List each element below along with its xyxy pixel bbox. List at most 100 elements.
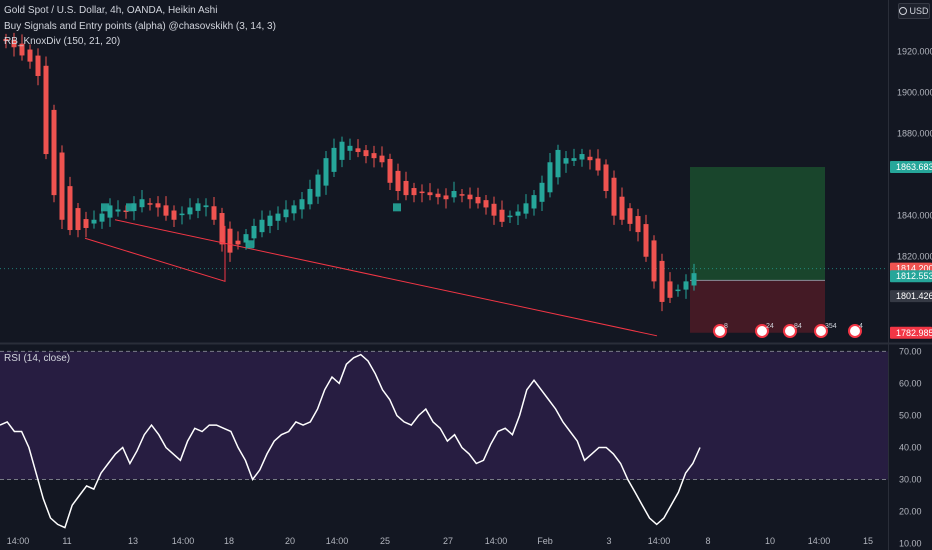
price-label-text: 1814.200 — [896, 264, 932, 274]
candle-body — [155, 203, 161, 208]
time-axis-tick: 11 — [62, 536, 71, 546]
indicator-buy-signals-label[interactable]: Buy Signals and Entry points (alpha) @ch… — [4, 21, 276, 32]
news-flag-icon — [783, 324, 797, 338]
candle-body — [387, 158, 393, 183]
candle-body — [499, 209, 505, 222]
time-axis-tick: 3 — [606, 536, 611, 546]
indicator-knoxdiv-label[interactable]: RB_KnoxDiv (150, 21, 20) — [4, 36, 121, 47]
candle-body — [187, 207, 193, 215]
candle-body — [675, 289, 681, 292]
candle-body — [11, 40, 17, 48]
buy-signal-marker — [393, 203, 401, 212]
candle-body — [267, 215, 273, 226]
candle-body — [595, 158, 601, 171]
candle-body — [651, 240, 657, 282]
news-flag-icon — [848, 324, 862, 338]
time-axis-tick: 14:00 — [326, 536, 349, 546]
news-count: 4 — [859, 323, 863, 330]
candle-body — [683, 281, 689, 290]
candle-body — [227, 228, 233, 253]
candle-body — [107, 205, 113, 218]
candle-body — [571, 158, 577, 161]
candle-body — [555, 149, 561, 178]
candle-body — [411, 188, 417, 196]
candle-body — [579, 154, 585, 160]
buy-signal-marker — [126, 203, 134, 212]
candle-body — [451, 191, 457, 198]
rsi-axis-tick: 10.00 — [899, 539, 922, 549]
news-count: 24 — [766, 323, 774, 330]
price-axis-tick: 1820.000 — [897, 252, 932, 262]
candle-body — [219, 213, 225, 245]
time-axis-tick: 13 — [128, 536, 138, 546]
candle-body — [379, 155, 385, 163]
candle-body — [83, 219, 89, 228]
time-axis-tick: 14:00 — [648, 536, 671, 546]
candle-body — [435, 193, 441, 198]
candle-body — [307, 188, 313, 205]
time-axis-tick: 20 — [285, 536, 295, 546]
candle-body — [339, 141, 345, 160]
rsi-line — [0, 353, 701, 529]
candle-body — [563, 158, 569, 164]
time-axis-tick: 14:00 — [485, 536, 508, 546]
candle-body — [59, 152, 65, 220]
candle-body — [179, 213, 185, 216]
rsi-title[interactable]: RSI (14, close) — [4, 353, 71, 364]
news-count: 84 — [794, 323, 802, 330]
candle-body — [539, 182, 545, 202]
candle-body — [515, 211, 521, 216]
candle-body — [603, 164, 609, 192]
rsi-axis-tick: 50.00 — [899, 410, 922, 420]
candle-body — [27, 49, 33, 62]
rsi-axis-tick: 20.00 — [899, 507, 922, 517]
candle-body — [667, 281, 673, 298]
chart-title: Gold Spot / U.S. Dollar, 4h, OANDA, Heik… — [4, 5, 218, 16]
candle-body — [195, 203, 201, 211]
rsi-band — [0, 351, 888, 480]
divergence-line — [84, 225, 226, 283]
candle-body — [299, 199, 305, 210]
time-axis-tick: 8 — [705, 536, 710, 546]
candle-body — [75, 208, 81, 231]
news-flag-icon — [755, 324, 769, 338]
candle-body — [443, 195, 449, 200]
buy-signal-marker — [246, 240, 254, 249]
candle-body — [403, 180, 409, 196]
price-axis-tick: 1880.000 — [897, 129, 932, 139]
candle-body — [531, 195, 537, 209]
price-label-text: 1863.683 — [896, 162, 932, 172]
candle-body — [427, 192, 433, 196]
price-label-stop — [890, 326, 932, 339]
candle-body — [371, 153, 377, 159]
candle-body — [203, 205, 209, 208]
price-label-target — [890, 161, 932, 174]
candle-body — [363, 150, 369, 157]
candle-body — [163, 205, 169, 216]
currency-icon — [899, 7, 908, 15]
price-label-other — [890, 290, 932, 303]
candle-body — [291, 205, 297, 214]
position-stop-zone — [690, 280, 825, 333]
candle-body — [491, 203, 497, 216]
time-axis-tick: 14:00 — [7, 536, 30, 546]
candle-body — [347, 145, 353, 151]
price-axis-tick: 1920.000 — [897, 46, 932, 56]
candle-body — [419, 191, 425, 194]
candle-body — [643, 224, 649, 257]
candle-body — [91, 219, 97, 224]
price-label-text: 1812.553 — [896, 271, 932, 281]
price-label-text: 1782.985 — [896, 328, 932, 338]
rsi-axis-tick: 30.00 — [899, 475, 922, 485]
candle-body — [51, 109, 57, 196]
currency-button[interactable]: USD — [898, 3, 930, 19]
rsi-axis-tick: 40.00 — [899, 443, 922, 453]
candle-body — [3, 39, 9, 42]
candle-body — [475, 196, 481, 204]
candle-body — [523, 203, 529, 214]
candle-body — [323, 158, 329, 186]
candle-body — [691, 273, 697, 286]
candle-body — [67, 186, 73, 231]
candle-body — [635, 216, 641, 233]
